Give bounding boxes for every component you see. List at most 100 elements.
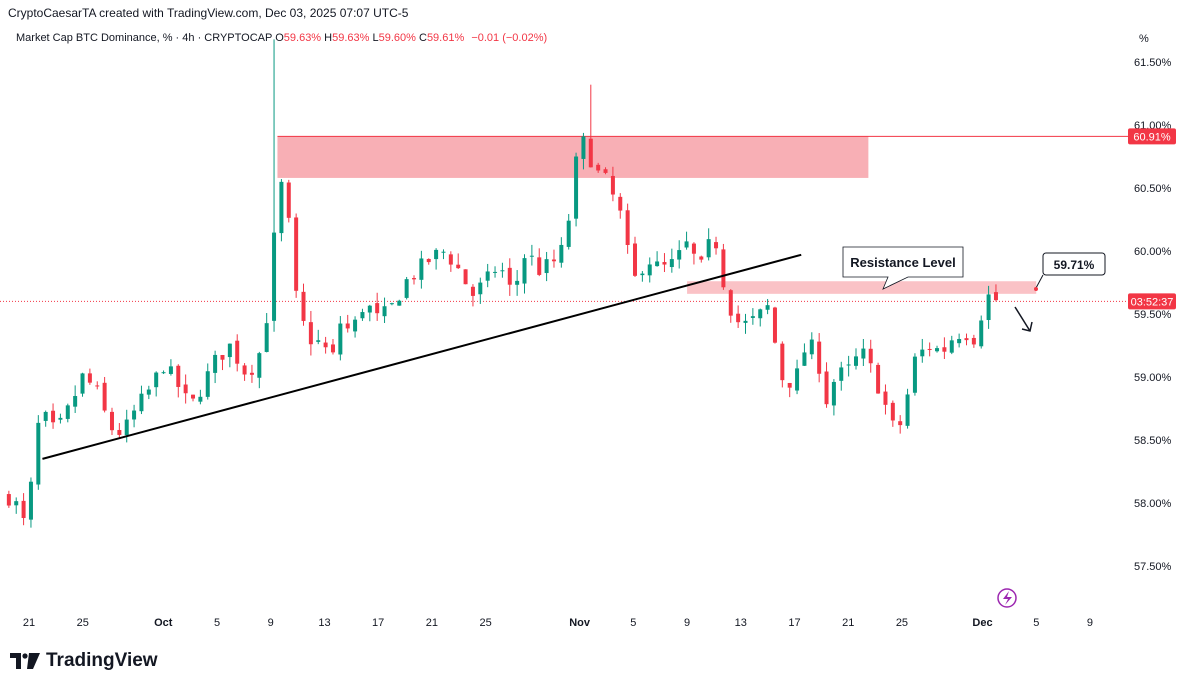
- candle-body: [861, 348, 866, 359]
- price-callout-box: [1042, 252, 1106, 276]
- candle-body: [330, 344, 335, 353]
- candle-body: [500, 270, 505, 272]
- candle-body: [817, 341, 822, 374]
- candle-body: [404, 279, 409, 298]
- candle-body: [684, 241, 689, 248]
- candle-body: [618, 196, 623, 211]
- candle-body: [971, 337, 976, 345]
- change-value: −0.01 (−0.02%): [471, 32, 548, 44]
- candle-body: [14, 501, 19, 506]
- y-tick-label: 59.50%: [1134, 309, 1172, 321]
- candle-body: [478, 282, 483, 295]
- overlay-layer: Resistance Level 59.71%: [42, 246, 1106, 608]
- candle-body: [868, 348, 873, 364]
- candle-body: [338, 323, 343, 355]
- candle-body: [205, 371, 210, 397]
- candle-body: [198, 396, 203, 402]
- candle-body: [721, 249, 726, 288]
- candle-body: [905, 394, 910, 426]
- candle-body: [367, 305, 372, 313]
- candle-body: [831, 381, 836, 406]
- candle-body: [51, 410, 56, 423]
- zones-layer: [0, 135, 1128, 302]
- candle-body: [515, 280, 520, 285]
- support-trendline: [42, 253, 802, 460]
- candle-body: [809, 339, 814, 355]
- candle-body: [603, 169, 608, 173]
- candle-body: [493, 271, 498, 273]
- candle-body: [6, 494, 11, 506]
- x-tick-label: 17: [372, 617, 384, 629]
- candle-body: [73, 396, 78, 407]
- candle-body: [736, 313, 741, 323]
- candle-body: [132, 410, 137, 420]
- candle-body: [235, 340, 240, 364]
- candle-body: [161, 372, 166, 374]
- candle-body: [507, 267, 512, 285]
- candle-body: [124, 419, 129, 436]
- x-tick-label: Oct: [154, 617, 173, 629]
- candle-body: [308, 322, 313, 345]
- candle-body: [699, 256, 704, 260]
- tradingview-logo-icon: [10, 653, 40, 669]
- candle-body: [706, 239, 711, 258]
- candle-body: [714, 242, 719, 249]
- candle-body: [964, 338, 969, 341]
- candle-body: [824, 371, 829, 405]
- candle-body: [544, 259, 549, 274]
- candle-body: [154, 372, 159, 388]
- x-tick-label: 13: [318, 617, 330, 629]
- candle-body: [419, 258, 424, 280]
- candle-body: [463, 269, 468, 285]
- candle-body: [787, 382, 792, 388]
- candle-body: [647, 264, 652, 276]
- candle-body: [28, 481, 33, 520]
- close-value: 59.61%: [426, 32, 465, 44]
- candle-body: [537, 257, 542, 275]
- candle-body: [750, 316, 755, 318]
- x-tick-label: 17: [788, 617, 800, 629]
- low-label: L: [372, 32, 379, 44]
- event-marker-bolt: [1003, 591, 1012, 605]
- candle-body: [662, 262, 667, 265]
- candle-body: [286, 182, 291, 218]
- candle-body: [139, 393, 144, 412]
- candle-body: [927, 348, 932, 350]
- candle-body: [876, 364, 881, 394]
- candle-body: [596, 164, 601, 171]
- candle-body: [353, 319, 358, 332]
- candle-body: [581, 136, 586, 159]
- candle-body: [375, 303, 380, 314]
- candle-body: [360, 312, 365, 319]
- low-value: 59.60%: [378, 32, 416, 44]
- x-tick-label: 9: [268, 617, 274, 629]
- y-tick-label: 57.50%: [1134, 561, 1172, 573]
- x-tick-label: Dec: [972, 617, 992, 629]
- candle-body: [574, 156, 579, 219]
- candle-body: [780, 343, 785, 381]
- open-label: O: [275, 32, 284, 44]
- target-price-badge-text: 60.91%: [1133, 131, 1171, 143]
- x-tick-label: 21: [842, 617, 854, 629]
- tradingview-brand[interactable]: TradingView: [10, 650, 158, 672]
- x-tick-label: 25: [896, 617, 908, 629]
- x-tick-label: 5: [630, 617, 636, 629]
- candle-body: [345, 323, 350, 329]
- candle-body: [191, 394, 196, 399]
- high-label: H: [324, 32, 333, 44]
- resistance-zone: [687, 281, 1037, 294]
- candle-body: [522, 258, 527, 284]
- candle-body: [176, 365, 181, 387]
- countdown-badge: 03:52:37: [1128, 293, 1176, 310]
- price-callout-pointer: [1035, 274, 1044, 289]
- y-tick-label: 59.00%: [1134, 372, 1172, 384]
- countdown-badge-text: 03:52:37: [1131, 296, 1174, 308]
- candle-body: [301, 291, 306, 321]
- candle-body: [942, 347, 947, 352]
- candle-body: [949, 340, 954, 353]
- candle-body: [87, 373, 92, 383]
- resistance-label-text: Resistance Level: [850, 255, 956, 270]
- y-tick-label: 58.00%: [1134, 498, 1172, 510]
- candle-body: [559, 244, 564, 263]
